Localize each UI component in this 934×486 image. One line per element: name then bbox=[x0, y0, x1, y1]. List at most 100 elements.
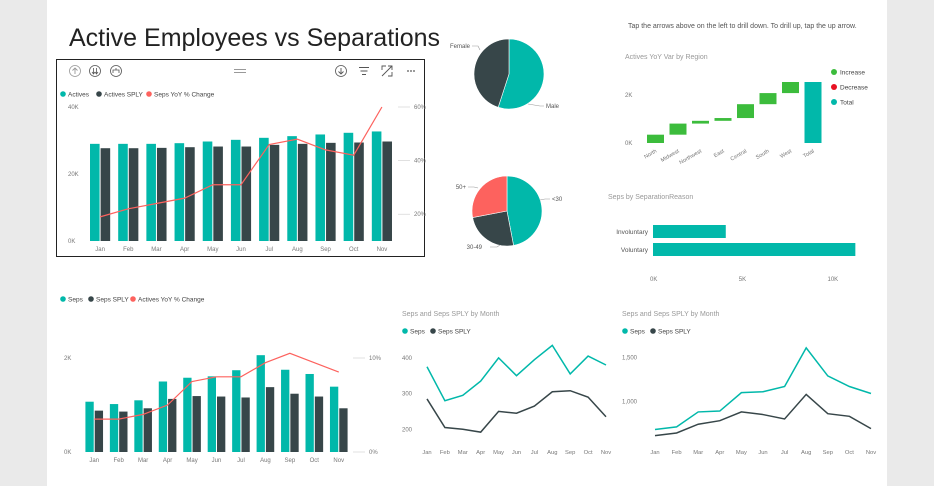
bar-actives[interactable] bbox=[230, 139, 241, 241]
legend-label[interactable]: Seps bbox=[410, 329, 426, 336]
legend-label[interactable]: Seps bbox=[630, 329, 646, 336]
bar-seps-sply[interactable] bbox=[290, 393, 299, 452]
bar-actives[interactable] bbox=[90, 143, 100, 241]
bar-actives[interactable] bbox=[287, 136, 297, 241]
bar-actives-sply[interactable] bbox=[354, 142, 364, 241]
pie-slice-30-49[interactable] bbox=[472, 210, 514, 247]
bar-actives[interactable] bbox=[202, 141, 213, 241]
legend-marker[interactable] bbox=[88, 296, 94, 302]
bar-seps[interactable] bbox=[109, 404, 119, 452]
bar-seps[interactable] bbox=[207, 376, 216, 452]
expand-hierarchy-icon[interactable] bbox=[110, 65, 122, 77]
legend-label[interactable]: Actives bbox=[68, 92, 90, 99]
legend-marker[interactable] bbox=[402, 328, 408, 334]
pie-slice--30[interactable] bbox=[506, 175, 543, 246]
bar-actives-sply[interactable] bbox=[213, 146, 223, 241]
bar-seps[interactable] bbox=[183, 377, 192, 452]
bar-actives-sply[interactable] bbox=[269, 144, 280, 241]
line-actives-yoy-change[interactable] bbox=[94, 352, 339, 420]
legend-marker[interactable] bbox=[60, 91, 66, 97]
legend-label[interactable]: Seps SPLY bbox=[96, 297, 129, 304]
bar-actives[interactable] bbox=[259, 137, 269, 241]
waterfall-bar[interactable] bbox=[647, 134, 664, 143]
bar-actives[interactable] bbox=[371, 131, 382, 241]
legend-label[interactable]: Actives YoY % Change bbox=[138, 297, 205, 304]
drill-up-icon[interactable] bbox=[69, 65, 81, 77]
bar-actives-sply[interactable] bbox=[297, 143, 308, 241]
pie-slice-male[interactable] bbox=[497, 38, 545, 110]
legend-marker[interactable] bbox=[146, 91, 152, 97]
bar-actives-sply[interactable] bbox=[128, 148, 139, 241]
bar-seps[interactable] bbox=[329, 386, 339, 452]
bar-seps[interactable] bbox=[134, 400, 143, 452]
bar-actives-sply[interactable] bbox=[185, 147, 195, 241]
legend-marker[interactable] bbox=[831, 69, 837, 75]
waterfall-bar[interactable] bbox=[669, 123, 687, 135]
waterfall-bar[interactable] bbox=[714, 118, 732, 121]
drag-handle-icon[interactable] bbox=[234, 69, 246, 73]
waterfall-bar[interactable] bbox=[692, 120, 709, 124]
more-options-icon[interactable] bbox=[407, 70, 415, 72]
bar-actives-sply[interactable] bbox=[156, 147, 167, 241]
waterfall-bar[interactable] bbox=[782, 82, 799, 94]
bar-actives[interactable] bbox=[315, 134, 326, 241]
x-tick-label: Nov bbox=[333, 458, 344, 464]
legend-marker[interactable] bbox=[831, 84, 837, 90]
bar-seps-sply[interactable] bbox=[314, 396, 324, 452]
legend-label[interactable]: Actives SPLY bbox=[104, 92, 144, 99]
legend-label[interactable]: Seps SPLY bbox=[438, 329, 471, 336]
line-seps-sply[interactable] bbox=[426, 389, 607, 433]
bar-actives-sply[interactable] bbox=[241, 146, 252, 241]
bar-actives-sply[interactable] bbox=[100, 148, 111, 241]
bar-seps[interactable] bbox=[256, 355, 265, 452]
legend-label[interactable]: Decrease bbox=[840, 85, 868, 92]
bar-seps-sply[interactable] bbox=[265, 387, 275, 452]
legend-label[interactable]: Seps SPLY bbox=[658, 329, 691, 336]
bar-seps-sply[interactable] bbox=[241, 397, 250, 452]
bar-seps-sply[interactable] bbox=[192, 396, 201, 452]
bar-seps-sply[interactable] bbox=[168, 398, 177, 452]
bar-seps-sply[interactable] bbox=[339, 408, 348, 452]
waterfall-bar[interactable] bbox=[737, 104, 754, 119]
bar-actives-sply[interactable] bbox=[382, 141, 392, 241]
drill-mode-icon[interactable] bbox=[335, 65, 347, 77]
bar-seps[interactable] bbox=[158, 381, 168, 453]
legend-marker[interactable] bbox=[650, 328, 656, 334]
focus-mode-icon[interactable] bbox=[381, 65, 393, 77]
legend-marker[interactable] bbox=[831, 99, 837, 105]
bar-actives[interactable] bbox=[118, 143, 128, 241]
legend-label[interactable]: Total bbox=[840, 100, 854, 107]
legend-label[interactable]: Seps YoY % Change bbox=[154, 92, 215, 99]
waterfall-bar[interactable] bbox=[804, 82, 822, 143]
bar-actives[interactable] bbox=[174, 143, 185, 241]
bar-seps[interactable] bbox=[232, 370, 241, 452]
bar-actives[interactable] bbox=[343, 132, 354, 241]
legend-label[interactable]: Increase bbox=[840, 70, 865, 77]
bar-seps-sply[interactable] bbox=[94, 410, 104, 452]
legend-marker[interactable] bbox=[430, 328, 436, 334]
drill-down-all-icon[interactable] bbox=[89, 65, 101, 77]
bar-seps[interactable] bbox=[281, 369, 290, 452]
bar-actives-sply[interactable] bbox=[326, 142, 336, 241]
bar-seps-sply[interactable] bbox=[217, 396, 226, 452]
pie-slice-female[interactable] bbox=[473, 38, 510, 108]
bar-separations[interactable] bbox=[653, 225, 726, 238]
legend-marker[interactable] bbox=[622, 328, 628, 334]
bar-separations[interactable] bbox=[653, 243, 856, 256]
legend-marker[interactable] bbox=[60, 296, 66, 302]
legend-label[interactable]: Seps bbox=[68, 297, 84, 304]
line-seps[interactable] bbox=[426, 344, 607, 402]
line-seps-yoy-change[interactable] bbox=[99, 106, 383, 218]
bar-seps-sply[interactable] bbox=[119, 411, 128, 452]
legend-marker[interactable] bbox=[96, 91, 102, 97]
line-seps[interactable] bbox=[654, 346, 872, 431]
bar-seps[interactable] bbox=[305, 373, 314, 452]
filter-icon[interactable] bbox=[359, 67, 369, 75]
bar-seps[interactable] bbox=[85, 401, 94, 452]
pie-slice-50-[interactable] bbox=[471, 175, 508, 218]
legend-marker[interactable] bbox=[130, 296, 136, 302]
bar-seps-sply[interactable] bbox=[143, 408, 152, 452]
bar-actives[interactable] bbox=[146, 143, 156, 241]
line-seps-sply[interactable] bbox=[654, 393, 872, 437]
waterfall-bar[interactable] bbox=[759, 93, 777, 105]
